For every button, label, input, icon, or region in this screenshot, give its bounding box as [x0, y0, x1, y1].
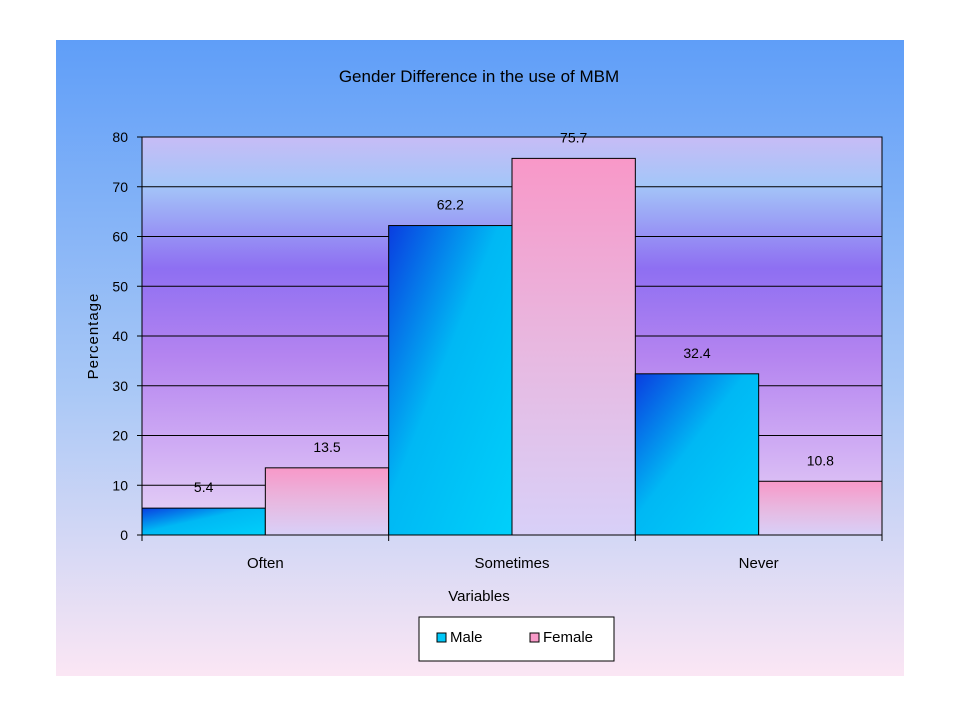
- bar-male-often: [141, 507, 266, 536]
- y-tick-label: 70: [112, 179, 128, 195]
- data-label: 75.7: [560, 129, 587, 145]
- legend-box: [418, 616, 615, 662]
- y-tick-label: 0: [120, 527, 128, 543]
- legend-swatch-male: [436, 632, 447, 643]
- x-tick-label: Sometimes: [474, 555, 549, 572]
- y-tick-label: 10: [112, 477, 128, 493]
- x-tick-label: Never: [739, 555, 779, 572]
- data-label: 10.8: [807, 452, 834, 468]
- bar-female-often: [264, 467, 390, 536]
- y-tick-label: 20: [112, 428, 128, 444]
- data-label: 13.5: [313, 439, 340, 455]
- data-label: 32.4: [683, 345, 710, 361]
- y-axis-ticks: 0 10 20 30 40 50 60 70 80: [112, 129, 142, 543]
- y-tick-label: 60: [112, 229, 128, 245]
- y-tick-label: 50: [112, 278, 128, 294]
- bar-male-sometimes: [388, 225, 513, 536]
- legend-swatch-female: [529, 632, 540, 643]
- x-axis-label: Variables: [448, 588, 509, 605]
- y-tick-label: 40: [112, 328, 128, 344]
- data-label: 62.2: [437, 197, 464, 213]
- y-tick-label: 30: [112, 378, 128, 394]
- legend-label-female: Female: [543, 629, 593, 646]
- y-axis-label: Percentage: [85, 293, 102, 380]
- bar-chart: Gender Difference in the use of MBM 0 10 2…: [56, 40, 904, 676]
- data-label: 5.4: [194, 479, 214, 495]
- legend: Male Female: [418, 616, 615, 662]
- chart-title: Gender Difference in the use of MBM: [339, 67, 619, 86]
- y-tick-label: 80: [112, 129, 128, 145]
- legend-label-male: Male: [450, 629, 483, 646]
- chart-frame: Gender Difference in the use of MBM 0 10 2…: [56, 40, 904, 676]
- bar-female-sometimes: [511, 157, 636, 536]
- bar-male-never: [634, 373, 760, 536]
- x-tick-label: Often: [247, 555, 284, 572]
- bars: [141, 157, 883, 536]
- x-axis-ticks: Often Sometimes Never: [141, 535, 883, 572]
- bar-female-never: [758, 480, 883, 536]
- data-labels: 5.4 13.5 62.2 75.7 32.4 10.8: [194, 129, 834, 495]
